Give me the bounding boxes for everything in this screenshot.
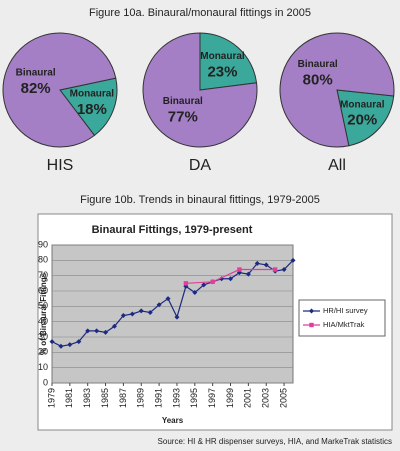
point-marker xyxy=(120,313,126,319)
point-marker xyxy=(210,279,215,284)
slice-value: 80% xyxy=(303,72,333,89)
line-title: Binaural Fittings, 1979-present xyxy=(92,224,253,236)
slice-value: 18% xyxy=(77,101,107,118)
point-marker xyxy=(237,267,242,272)
point-marker xyxy=(58,343,64,349)
source-note: Source: HI & HR dispenser surveys, HIA, … xyxy=(158,437,392,446)
slice-name: Binaural xyxy=(16,68,56,79)
point-marker xyxy=(192,290,198,296)
y-tick-label: 90 xyxy=(38,239,48,249)
y-axis-label: % of Binaural Fittings xyxy=(39,272,48,355)
x-tick-label: 1979 xyxy=(46,388,56,408)
slice-value: 23% xyxy=(207,63,237,80)
point-marker xyxy=(67,342,73,348)
y-tick-label: 0 xyxy=(43,377,48,387)
point-marker xyxy=(165,296,171,302)
slice-name: Binaural xyxy=(298,59,338,70)
legend-marker xyxy=(309,322,314,328)
legend-marker xyxy=(309,308,314,314)
x-tick-label: 1991 xyxy=(153,388,163,408)
point-marker xyxy=(138,308,144,314)
x-tick-label: 1999 xyxy=(225,388,235,408)
point-marker xyxy=(76,339,82,345)
pie-title: All xyxy=(328,157,346,174)
legend-box xyxy=(298,299,386,337)
legend-label: HIA/MktTrak xyxy=(323,320,365,329)
x-tick-label: 1995 xyxy=(189,388,199,408)
figure-b-title: Figure 10b. Trends in binaural fittings,… xyxy=(80,194,320,206)
point-marker xyxy=(290,257,296,263)
point-marker xyxy=(49,339,55,345)
x-tick-label: 1993 xyxy=(171,388,181,408)
point-marker xyxy=(272,267,278,272)
pie-slice xyxy=(336,89,395,147)
point-marker xyxy=(111,323,117,329)
slice-name: Monaural xyxy=(70,88,115,99)
x-tick-label: 2005 xyxy=(278,388,288,408)
y-tick-label: 80 xyxy=(38,255,48,265)
point-marker xyxy=(129,311,135,317)
legend-label: HR/HI survey xyxy=(323,306,368,315)
series-line xyxy=(51,259,294,347)
x-tick-label: 1981 xyxy=(64,388,74,408)
slice-name: Binaural xyxy=(163,96,203,107)
point-marker xyxy=(147,309,153,315)
pie-slice xyxy=(59,77,118,137)
x-tick-label: 1989 xyxy=(136,388,146,408)
y-tick-label: 60 xyxy=(38,285,48,295)
point-marker xyxy=(174,314,180,320)
point-marker xyxy=(183,281,189,286)
pie-slice xyxy=(2,32,117,148)
pie-slice xyxy=(279,32,395,148)
point-marker xyxy=(103,329,109,335)
y-tick-label: 70 xyxy=(38,270,48,280)
y-tick-label: 20 xyxy=(38,347,48,357)
point-marker xyxy=(245,271,251,277)
x-tick-label: 1987 xyxy=(118,388,128,408)
x-tick-label: 1997 xyxy=(207,388,217,408)
pie-title: HIS xyxy=(47,157,74,174)
slice-value: 82% xyxy=(21,80,51,97)
y-tick-label: 30 xyxy=(38,331,48,341)
pie-title: DA xyxy=(189,157,212,174)
x-tick-label: 1985 xyxy=(100,388,110,408)
x-axis-label: Years xyxy=(162,416,184,425)
x-tick-label: 2001 xyxy=(243,388,253,408)
point-marker xyxy=(156,302,162,308)
y-tick-label: 40 xyxy=(38,316,48,326)
x-tick-label: 1983 xyxy=(82,388,92,408)
slice-value: 77% xyxy=(168,108,198,125)
plot-area xyxy=(51,244,294,384)
point-marker xyxy=(85,328,91,334)
point-marker xyxy=(263,262,269,268)
y-tick-label: 10 xyxy=(38,362,48,372)
pie-slice xyxy=(142,32,258,148)
series-line xyxy=(185,268,276,284)
figure-a-title: Figure 10a. Binaural/monaural fittings i… xyxy=(89,7,311,19)
point-marker xyxy=(94,328,100,334)
y-tick-label: 50 xyxy=(38,301,48,311)
x-tick-label: 2003 xyxy=(261,388,271,408)
point-marker xyxy=(201,282,207,288)
point-marker xyxy=(254,260,260,266)
slice-value: 20% xyxy=(347,112,377,129)
slice-name: Monaural xyxy=(200,51,245,62)
point-marker xyxy=(281,267,287,273)
slice-name: Monaural xyxy=(340,99,385,110)
pie-slice xyxy=(199,32,258,91)
point-marker xyxy=(228,276,234,282)
